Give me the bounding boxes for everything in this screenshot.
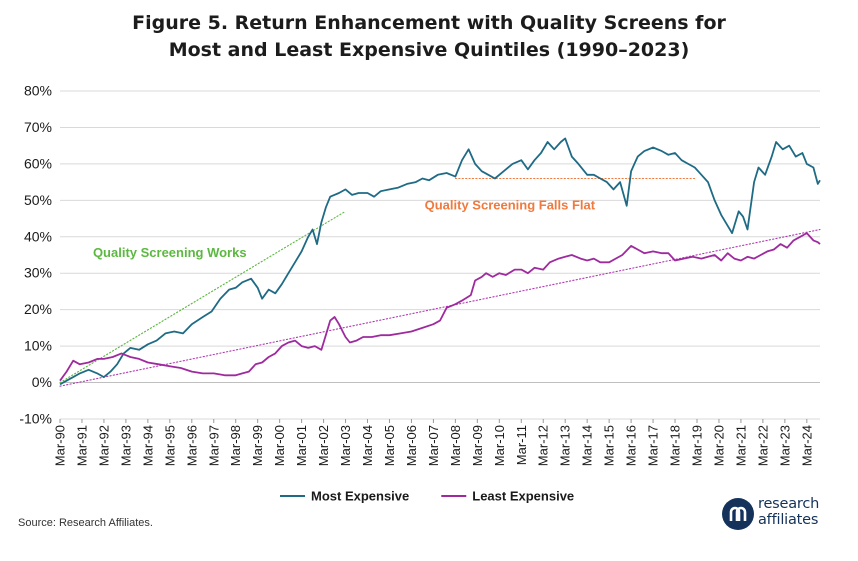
y-tick-label: 50% [24, 192, 52, 208]
x-tick-label: Mar-14 [580, 425, 595, 466]
research-affiliates-logo-icon [722, 498, 754, 530]
x-tick-label: Mar-13 [558, 425, 573, 466]
x-tick-label: Mar-03 [338, 425, 353, 466]
x-tick-label: Mar-06 [404, 425, 419, 466]
y-tick-label: 40% [24, 228, 52, 244]
x-tick-label: Mar-07 [426, 425, 441, 466]
x-tick-label: Mar-08 [448, 425, 463, 466]
annotation-label: Quality Screening Works [93, 245, 247, 260]
annotations: Quality Screening Works Quality Screening… [93, 197, 596, 259]
x-tick-label: Mar-01 [294, 425, 309, 466]
x-tick-label: Mar-15 [602, 425, 617, 466]
x-tick-label: Mar-97 [206, 425, 221, 466]
x-tick-label: Mar-22 [755, 425, 770, 466]
x-tick-label: Mar-19 [689, 425, 704, 466]
logo-line2: affiliates [758, 512, 819, 528]
x-tick-label: Mar-20 [711, 425, 726, 466]
x-tick-label: Mar-10 [492, 425, 507, 466]
series-lines [59, 137, 821, 386]
x-tick-label: Mar-99 [250, 425, 265, 466]
y-tick-label: 10% [24, 338, 52, 354]
chart-title-line1: Figure 5. Return Enhancement with Qualit… [132, 12, 726, 34]
legend-label: Most Expensive [311, 489, 409, 504]
x-tick-label: Mar-92 [96, 425, 111, 466]
legend: Most Expensive Least Expensive [280, 489, 574, 504]
series-line-most-expensive [59, 137, 821, 386]
x-tick-label: Mar-04 [360, 425, 375, 466]
x-tick-label: Mar-96 [184, 425, 199, 466]
x-tick-label: Mar-09 [470, 425, 485, 466]
trendline [59, 228, 821, 387]
x-tick-label: Mar-93 [118, 425, 133, 466]
x-tick-label: Mar-95 [162, 425, 177, 466]
x-tick-label: Mar-18 [668, 425, 683, 466]
annotation-label: Quality Screening Falls Flat [425, 197, 596, 212]
y-tick-label: 80% [24, 83, 52, 99]
x-tick-label: Mar-23 [777, 425, 792, 466]
chart-title-line2: Most and Least Expensive Quintiles (1990… [168, 39, 690, 61]
logo-line1: research [758, 496, 820, 512]
legend-label: Least Expensive [472, 489, 574, 504]
x-tick-label: Mar-16 [624, 425, 639, 466]
x-tick-label: Mar-05 [382, 425, 397, 466]
x-tick-label: Mar-12 [536, 425, 551, 466]
y-tick-label: 0% [32, 374, 52, 390]
y-tick-label: -10% [19, 411, 52, 427]
series-line-least-expensive [59, 232, 821, 382]
x-tick-label: Mar-90 [53, 425, 68, 466]
x-tick-label: Mar-02 [316, 425, 331, 466]
y-tick-label: 20% [24, 301, 52, 317]
x-tick-label: Mar-17 [646, 425, 661, 466]
x-tick-label: Mar-24 [799, 425, 814, 466]
trendline [59, 210, 347, 384]
research-affiliates-logo: research affiliates [722, 496, 832, 532]
x-tick-label: Mar-91 [74, 425, 89, 466]
x-tick-label: Mar-11 [514, 425, 529, 465]
y-axis: -10% 0% 10% 20% 30% 40% 50% 60% 70% 80% [19, 83, 52, 427]
gridlines [60, 90, 820, 420]
chart-title: Figure 5. Return Enhancement with Qualit… [0, 10, 858, 64]
x-tick-label: Mar-21 [733, 425, 748, 466]
source-note: Source: Research Affiliates. [18, 517, 153, 529]
y-tick-label: 70% [24, 119, 52, 135]
y-tick-label: 30% [24, 265, 52, 281]
trendlines [59, 177, 821, 387]
x-tick-label: Mar-00 [272, 425, 287, 466]
x-axis: Mar-90 Mar-91 Mar-92 Mar-93 Mar-94 Mar-95 Mar-… [53, 419, 814, 466]
x-tick-label: Mar-98 [228, 425, 243, 466]
x-tick-label: Mar-94 [140, 425, 155, 466]
y-tick-label: 60% [24, 155, 52, 171]
